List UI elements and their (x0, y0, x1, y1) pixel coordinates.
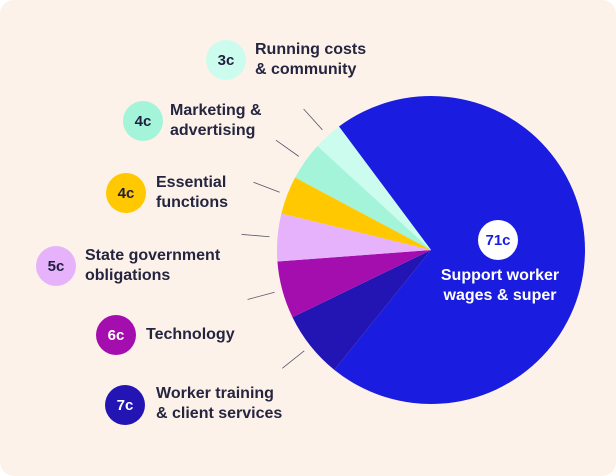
leader-line-5 (275, 139, 300, 157)
leader-line-1 (282, 350, 305, 369)
pie-slice-3 (277, 213, 431, 262)
badge-5: 4c (123, 101, 163, 141)
leader-line-6 (303, 108, 323, 131)
pie-slice-0 (334, 96, 585, 405)
badge-0: 71c (478, 220, 518, 260)
label-6: Running costs & community (255, 41, 367, 78)
pie-slice-1 (292, 250, 431, 370)
label-4: Essential functions (156, 174, 228, 211)
label-1: Worker training & client services (156, 385, 283, 422)
label-5: Marketing & advertising (170, 102, 262, 139)
label-0: Support worker wages & super (440, 267, 560, 304)
pie-slice-2 (277, 250, 431, 318)
badge-4: 4c (106, 173, 146, 213)
pie-slice-6 (317, 126, 431, 250)
leader-line-3 (241, 234, 270, 238)
leader-line-2 (247, 291, 275, 300)
pie-slice-5 (295, 145, 431, 250)
badge-2: 6c (96, 315, 136, 355)
badge-3: 5c (36, 246, 76, 286)
leader-line-4 (253, 181, 280, 193)
label-2: Technology (146, 326, 235, 343)
label-3: State government obligations (85, 247, 221, 284)
badge-6: 3c (206, 40, 246, 80)
pie-slice-4 (281, 177, 431, 250)
badge-1: 7c (105, 385, 145, 425)
